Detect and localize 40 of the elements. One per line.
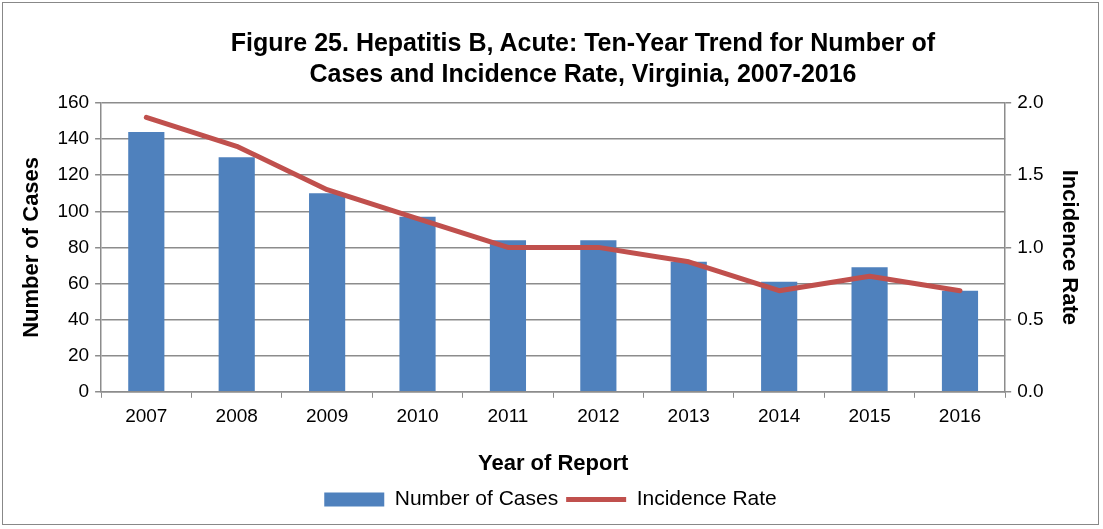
x-tick-label: 2008 xyxy=(215,405,258,427)
bar xyxy=(128,131,165,392)
y2-tick-label: 0.5 xyxy=(1017,307,1044,329)
x-tick-label: 2015 xyxy=(848,405,891,427)
y2-tick-label: 1.5 xyxy=(1017,163,1044,185)
y2-tick-label: 1.0 xyxy=(1017,235,1044,257)
x-tick-label: 2013 xyxy=(667,405,710,427)
y-tick-label: 20 xyxy=(67,343,90,365)
y-tick-label: 0 xyxy=(78,380,90,402)
bar xyxy=(580,240,617,392)
bar xyxy=(218,157,255,392)
x-tick-label: 2012 xyxy=(577,405,620,427)
bar xyxy=(851,267,888,392)
y2-tick-label: 0.0 xyxy=(1017,380,1044,402)
x-tick-label: 2009 xyxy=(305,405,349,427)
bar xyxy=(941,290,979,392)
y-tick-label: 40 xyxy=(67,307,90,329)
y-tick-label: 80 xyxy=(67,235,90,257)
y-tick-label: 140 xyxy=(57,127,90,149)
y-axis-title: Number of Cases xyxy=(18,156,44,338)
y2-axis-title: Incidence Rate xyxy=(1057,169,1083,326)
y-tick-label: 60 xyxy=(67,271,90,293)
legend-label: Incidence Rate xyxy=(636,486,777,510)
bar xyxy=(761,281,798,392)
x-tick-label: 2007 xyxy=(125,405,168,427)
bar xyxy=(399,216,436,392)
chart-title: Figure 25. Hepatitis B, Acute: Ten-Year Trend for Number of Cases and Incidence Rate, Virginia, 2007-2016 xyxy=(229,27,937,89)
bar xyxy=(309,193,346,392)
y-tick-label: 120 xyxy=(57,163,90,185)
x-tick-label: 2010 xyxy=(396,405,439,427)
y-tick-label: 100 xyxy=(57,199,90,221)
y-tick-label: 160 xyxy=(57,91,90,113)
y2-tick-label: 2.0 xyxy=(1017,91,1044,113)
bar xyxy=(670,261,707,392)
x-tick-label: 2016 xyxy=(938,405,982,427)
x-tick-label: 2014 xyxy=(758,405,801,427)
x-tick-label: 2011 xyxy=(487,405,529,427)
x-axis-title: Year of Report xyxy=(477,449,629,475)
legend-label: Number of Cases xyxy=(394,486,559,510)
bar xyxy=(489,240,527,392)
